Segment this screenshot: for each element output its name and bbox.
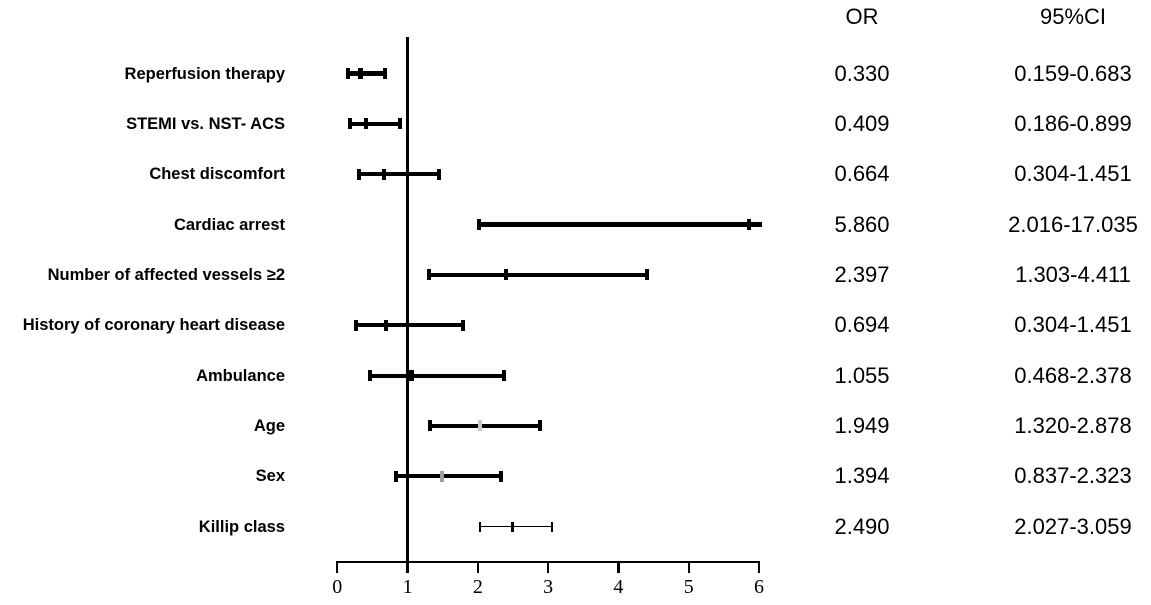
- or-column-header: OR: [845, 4, 879, 29]
- x-axis-tick-label: 0: [332, 575, 343, 598]
- or-value: 1.055: [834, 362, 890, 388]
- or-marker: [511, 521, 514, 532]
- or-marker: [381, 168, 387, 180]
- ci-cap-high: [537, 420, 542, 432]
- row-label: Age: [253, 416, 285, 435]
- x-axis-tick: [617, 560, 620, 573]
- or-marker: [503, 269, 508, 281]
- or-value: 2.490: [834, 513, 890, 539]
- x-axis-tick-label: 5: [683, 575, 694, 598]
- ci-bar: [428, 272, 648, 277]
- ci-cap-high: [502, 370, 507, 382]
- row-label: Chest discomfort: [149, 165, 285, 184]
- ci-value: 1.303-4.411: [1015, 261, 1131, 287]
- ci-cap-low: [356, 168, 361, 180]
- ci-value: 0.186-0.899: [1014, 110, 1132, 136]
- ci-bar: [355, 323, 464, 328]
- ci-cap-high: [437, 168, 442, 180]
- row-label: Ambulance: [196, 366, 285, 385]
- x-axis-tick-label: 1: [402, 575, 413, 598]
- ci-bar: [396, 474, 501, 479]
- or-value: 1.949: [834, 412, 890, 438]
- x-axis-tick-label: 4: [613, 575, 624, 598]
- ci-cap-high: [645, 269, 650, 281]
- ci-cap-low: [426, 269, 431, 281]
- ci-bar: [370, 373, 505, 378]
- or-value: 5.860: [834, 211, 890, 237]
- row-label: History of coronary heart disease: [22, 316, 285, 335]
- or-marker: [358, 68, 363, 79]
- or-value: 0.330: [834, 60, 890, 86]
- ci-value: 2.027-3.059: [1014, 513, 1132, 539]
- row-label: Number of affected vessels ≥2: [47, 265, 285, 284]
- ci-column-header: 95%CI: [1039, 4, 1107, 29]
- ci-value: 0.304-1.451: [1014, 312, 1132, 338]
- or-marker: [439, 470, 445, 482]
- ci-bar: [430, 423, 540, 429]
- ci-cap-low: [478, 521, 481, 532]
- or-marker: [746, 219, 752, 231]
- ci-cap-low: [394, 470, 399, 482]
- ci-cap-low: [428, 420, 433, 432]
- ci-value: 0.159-0.683: [1014, 60, 1132, 86]
- ci-value: 0.304-1.451: [1014, 161, 1132, 187]
- ci-bar: [350, 121, 401, 126]
- or-marker: [383, 319, 389, 331]
- x-axis-tick: [406, 560, 409, 573]
- ci-cap-high: [551, 521, 554, 532]
- or-value: 1.394: [834, 463, 890, 489]
- row-label: STEMI vs. NST- ACS: [126, 114, 285, 133]
- x-axis-tick: [476, 560, 479, 573]
- ci-bar: [478, 222, 762, 227]
- row-label: Reperfusion therapy: [124, 64, 285, 83]
- ci-value: 2.016-17.035: [1008, 211, 1138, 237]
- ci-cap-high: [461, 319, 466, 331]
- ci-bar: [479, 525, 553, 528]
- ci-cap-low: [348, 118, 353, 130]
- ci-cap-high: [498, 470, 503, 482]
- x-axis-tick: [687, 560, 690, 573]
- ci-bar: [348, 71, 386, 76]
- ci-cap-low: [368, 370, 373, 382]
- ci-cap-low: [353, 319, 358, 331]
- row-label: Cardiac arrest: [174, 215, 285, 234]
- ci-cap-high: [398, 118, 403, 130]
- x-axis-tick-label: 6: [753, 575, 764, 598]
- x-axis-tick-label: 2: [472, 575, 483, 598]
- or-marker: [363, 118, 369, 130]
- row-label: Sex: [255, 467, 285, 486]
- or-value: 0.694: [834, 312, 890, 338]
- ci-value: 0.837-2.323: [1014, 463, 1132, 489]
- ci-cap-high: [383, 68, 388, 79]
- x-axis-tick-label: 3: [543, 575, 554, 598]
- ci-cap-low: [476, 219, 481, 231]
- x-axis-tick: [547, 560, 550, 573]
- ci-bar: [358, 172, 440, 177]
- or-marker: [477, 420, 483, 432]
- reference-line: [406, 37, 409, 563]
- or-value: 2.397: [834, 261, 890, 287]
- ci-value: 1.320-2.878: [1014, 412, 1132, 438]
- row-label: Killip class: [198, 517, 285, 536]
- ci-value: 0.468-2.378: [1014, 362, 1132, 388]
- x-axis-tick: [757, 560, 761, 573]
- or-value: 0.664: [834, 161, 890, 187]
- ci-cap-low: [346, 68, 351, 79]
- x-axis-tick: [336, 560, 339, 573]
- or-value: 0.409: [834, 110, 890, 136]
- or-marker: [409, 370, 414, 382]
